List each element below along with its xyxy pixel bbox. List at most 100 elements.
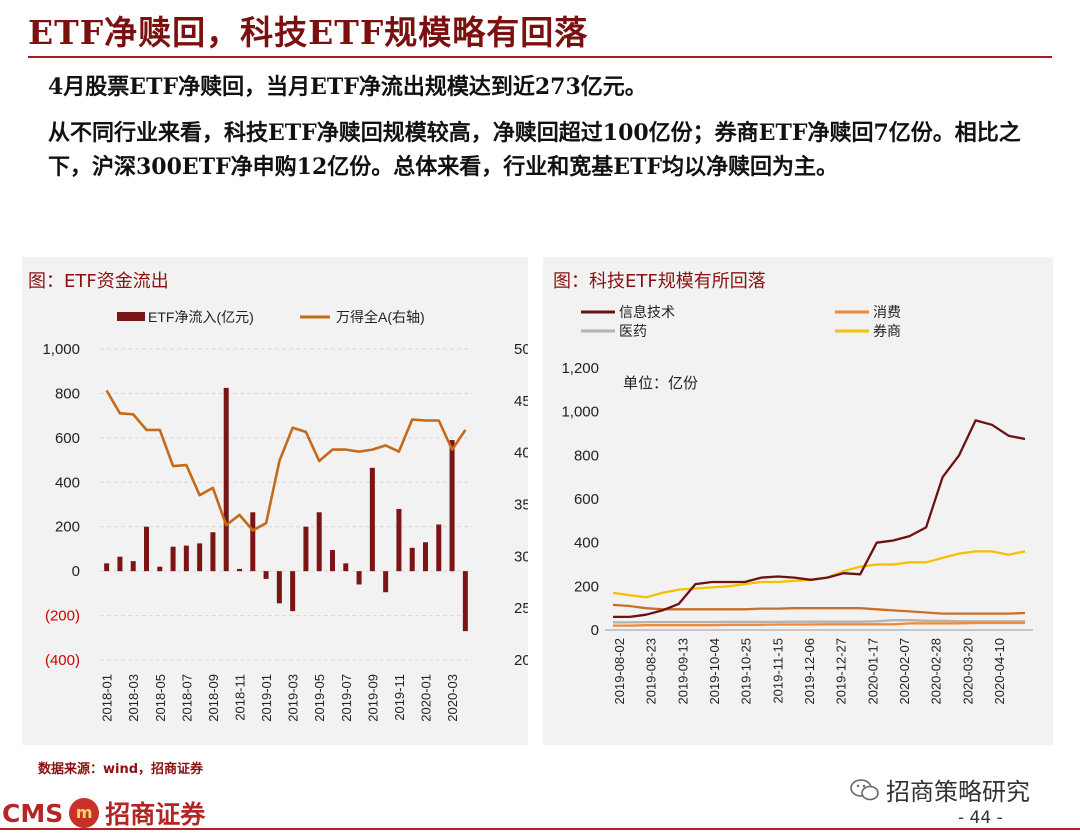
legend-label: 券商 <box>873 323 901 339</box>
x-tick-label: 2020-03 <box>445 674 460 722</box>
wechat-account-name: 招商策略研究 <box>886 778 1030 806</box>
x-tick-label: 2019-11 <box>392 674 407 721</box>
x-tick-label: 2019-12-27 <box>834 638 849 705</box>
bar <box>356 571 362 585</box>
x-tick-label: 2020-02-28 <box>929 638 944 705</box>
bar <box>237 568 242 572</box>
bar <box>396 508 402 572</box>
y-right-tick-label: 3000 <box>514 548 528 565</box>
bar <box>130 561 136 572</box>
bar <box>183 545 189 572</box>
y-right-tick-label: 3500 <box>514 497 528 514</box>
bar <box>383 571 389 593</box>
wechat-account: 招商策略研究 <box>850 772 1030 807</box>
x-tick-label: 2019-12-06 <box>802 638 817 705</box>
y-tick-label: 600 <box>574 491 599 508</box>
y-left-tick-label: 1,000 <box>42 341 80 358</box>
logo-text: CMS <box>2 798 64 828</box>
etf-flow-chart: 1,0008006004002000(200)(400)500045004000… <box>42 309 528 722</box>
footer-divider <box>0 828 1080 830</box>
x-tick-label: 2018-05 <box>153 674 168 722</box>
x-tick-label: 2020-03-20 <box>960 638 975 705</box>
y-tick-label: 400 <box>574 535 599 552</box>
bar <box>117 556 123 572</box>
y-tick-label: 800 <box>574 447 599 464</box>
x-tick-label: 2019-10-04 <box>707 638 722 705</box>
logo-cn-text: 招商证券 <box>105 800 206 829</box>
bar <box>316 512 322 572</box>
y-tick-label: 1,200 <box>561 360 599 377</box>
wechat-icon <box>850 778 879 800</box>
bar <box>290 571 296 612</box>
slide-title: ETF净赎回，科技ETF规模略有回落 <box>28 13 589 52</box>
y-tick-label: 200 <box>574 578 599 595</box>
legend-swatch-bar <box>117 312 145 321</box>
etf-flow-chart-title: 图：ETF资金流出 <box>28 271 169 292</box>
y-left-tick-label: 200 <box>55 519 80 536</box>
bar <box>197 543 203 572</box>
legend-label-bar: ETF净流入(亿元) <box>148 309 254 325</box>
x-tick-label: 2018-03 <box>126 674 141 722</box>
series-line <box>612 603 1026 615</box>
x-tick-label: 2019-07 <box>339 674 354 722</box>
bar <box>462 571 468 632</box>
series-line-wande <box>105 389 467 532</box>
bar <box>369 467 375 572</box>
summary-paragraph-2: 从不同行业来看，科技ETF净赎回规模较高，净赎回超过100亿份；券商ETF净赎回… <box>48 120 1021 180</box>
y-right-tick-label: 2500 <box>514 600 528 617</box>
bar <box>303 526 309 572</box>
y-left-tick-label: 0 <box>72 563 80 580</box>
y-left-tick-label: 600 <box>55 430 80 447</box>
y-right-tick-label: 5000 <box>514 341 528 358</box>
bar <box>449 440 455 572</box>
cms-logo: CMS m 招商证券 <box>2 795 205 831</box>
title-divider <box>28 56 1052 58</box>
x-tick-label: 2020-04-10 <box>992 638 1007 705</box>
y-left-tick-label: 800 <box>55 385 80 402</box>
bar <box>104 563 110 572</box>
y-left-tick-label: (400) <box>45 652 80 669</box>
bar <box>157 566 163 572</box>
bar <box>263 571 269 579</box>
unit-annotation: 单位：亿份 <box>623 375 698 392</box>
x-tick-label: 2019-11-15 <box>770 638 785 704</box>
x-tick-label: 2018-07 <box>179 674 194 722</box>
x-tick-label: 2019-08-02 <box>612 638 627 705</box>
tech-etf-size-chart: 1,200 1,000 800 600 400 200 0 单位：亿份 2019-08-02 20… <box>561 304 1033 705</box>
y-tick-label: 0 <box>591 622 599 639</box>
x-tick-label: 2020-02-07 <box>897 638 912 705</box>
summary-paragraph-1: 4月股票ETF净赎回，当月ETF净流出规模达到近273亿元。 <box>48 74 647 100</box>
bar <box>409 547 415 572</box>
x-tick-label: 2019-10-25 <box>739 638 754 705</box>
page-number: - 44 - <box>958 808 1003 828</box>
tech-etf-size-chart-panel: 图：科技ETF规模有所回落 1,200 1,000 800 600 400 200 0 单位：… <box>543 257 1053 745</box>
x-tick-label: 2018-01 <box>100 674 115 722</box>
x-tick-label: 2019-01 <box>259 674 274 722</box>
bar <box>144 526 149 572</box>
bar <box>223 387 229 572</box>
x-tick-label: 2019-09-13 <box>675 638 690 705</box>
bar <box>423 542 428 572</box>
y-left-tick-label: 400 <box>55 474 80 491</box>
bar <box>250 512 256 572</box>
legend-label: 信息技术 <box>619 304 675 320</box>
x-tick-label: 2018-11 <box>233 674 248 721</box>
x-tick-label: 2019-05 <box>312 674 327 722</box>
x-tick-label: 2018-09 <box>206 674 221 722</box>
y-right-tick-label: 4000 <box>514 445 528 462</box>
series-line <box>612 550 1026 599</box>
bar <box>343 563 349 572</box>
y-tick-label: 1,000 <box>561 404 599 421</box>
legend-label: 消费 <box>873 304 901 320</box>
x-tick-label: 2019-09 <box>365 674 380 722</box>
series-line <box>613 621 1025 627</box>
bar <box>276 571 282 604</box>
y-left-tick-label: (200) <box>45 608 80 625</box>
legend-label: 医药 <box>619 323 647 339</box>
bar <box>436 524 442 572</box>
etf-flow-chart-panel: 图：ETF资金流出 1,000 800 600 400 200 0 (200) (400) 50… <box>22 257 528 745</box>
data-source-note: 数据来源：wind，招商证券 <box>38 762 204 777</box>
legend-label-line: 万得全A(右轴) <box>336 309 425 325</box>
series-line <box>613 419 1026 619</box>
